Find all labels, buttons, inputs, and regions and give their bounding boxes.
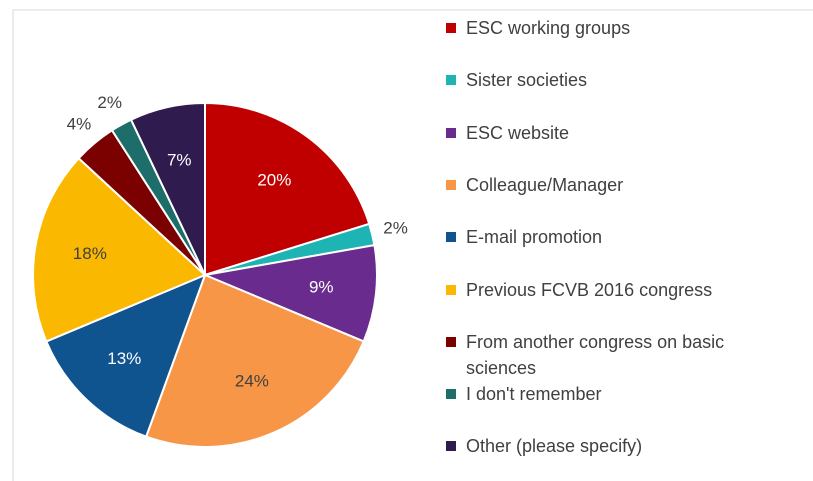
data-label: 9% [309, 277, 334, 296]
legend-swatch [446, 179, 456, 190]
legend-swatch [446, 75, 456, 86]
pie-slice [144, 273, 365, 448]
data-label: 18% [73, 244, 107, 263]
legend-item: Previous FCVB 2016 congress [446, 277, 796, 303]
legend-label: Sister societies [466, 70, 588, 91]
data-label: 7% [167, 150, 192, 169]
legend-item: I don't remember [446, 381, 796, 407]
legend-swatch [446, 232, 456, 243]
legend-item: ESC website [446, 120, 796, 146]
legend-swatch [446, 23, 456, 33]
legend-label: Other (please specify) [466, 436, 643, 457]
pie-slice [201, 243, 378, 343]
data-label: 24% [235, 372, 269, 391]
pie-slice [204, 101, 371, 277]
legend-label: From another congress on basic sciences [466, 331, 725, 378]
legend-label: I don't remember [466, 384, 602, 405]
legend-label: E-mail promotion [466, 227, 603, 248]
legend-item: Other (please specify) [446, 433, 796, 459]
legend-swatch [446, 284, 456, 295]
legend-label: ESC working groups [466, 18, 631, 38]
legend-item: Colleague/Manager [446, 172, 796, 198]
legend-label: ESC website [466, 122, 570, 143]
data-label: 2% [97, 93, 122, 112]
legend-item: From another congress on basic sciences [446, 329, 796, 381]
pie-slice [129, 101, 206, 276]
pie-slice [32, 156, 207, 343]
data-label: 2% [383, 218, 408, 237]
legend-swatch [446, 127, 456, 138]
legend-item: ESC working groups [446, 15, 796, 41]
data-label: 20% [257, 170, 291, 189]
legend-item: Sister societies [446, 67, 796, 93]
legend-swatch [446, 336, 456, 347]
data-label: 4% [67, 114, 92, 133]
data-label: 13% [107, 349, 141, 368]
legend-label: Previous FCVB 2016 congress [466, 279, 713, 300]
legend-swatch [446, 441, 456, 452]
pie-slice [45, 273, 207, 438]
frame [12, 9, 813, 481]
legend-item: E-mail promotion [446, 224, 796, 250]
legend-swatch [446, 389, 456, 400]
legend-label: Colleague/Manager [466, 174, 624, 195]
